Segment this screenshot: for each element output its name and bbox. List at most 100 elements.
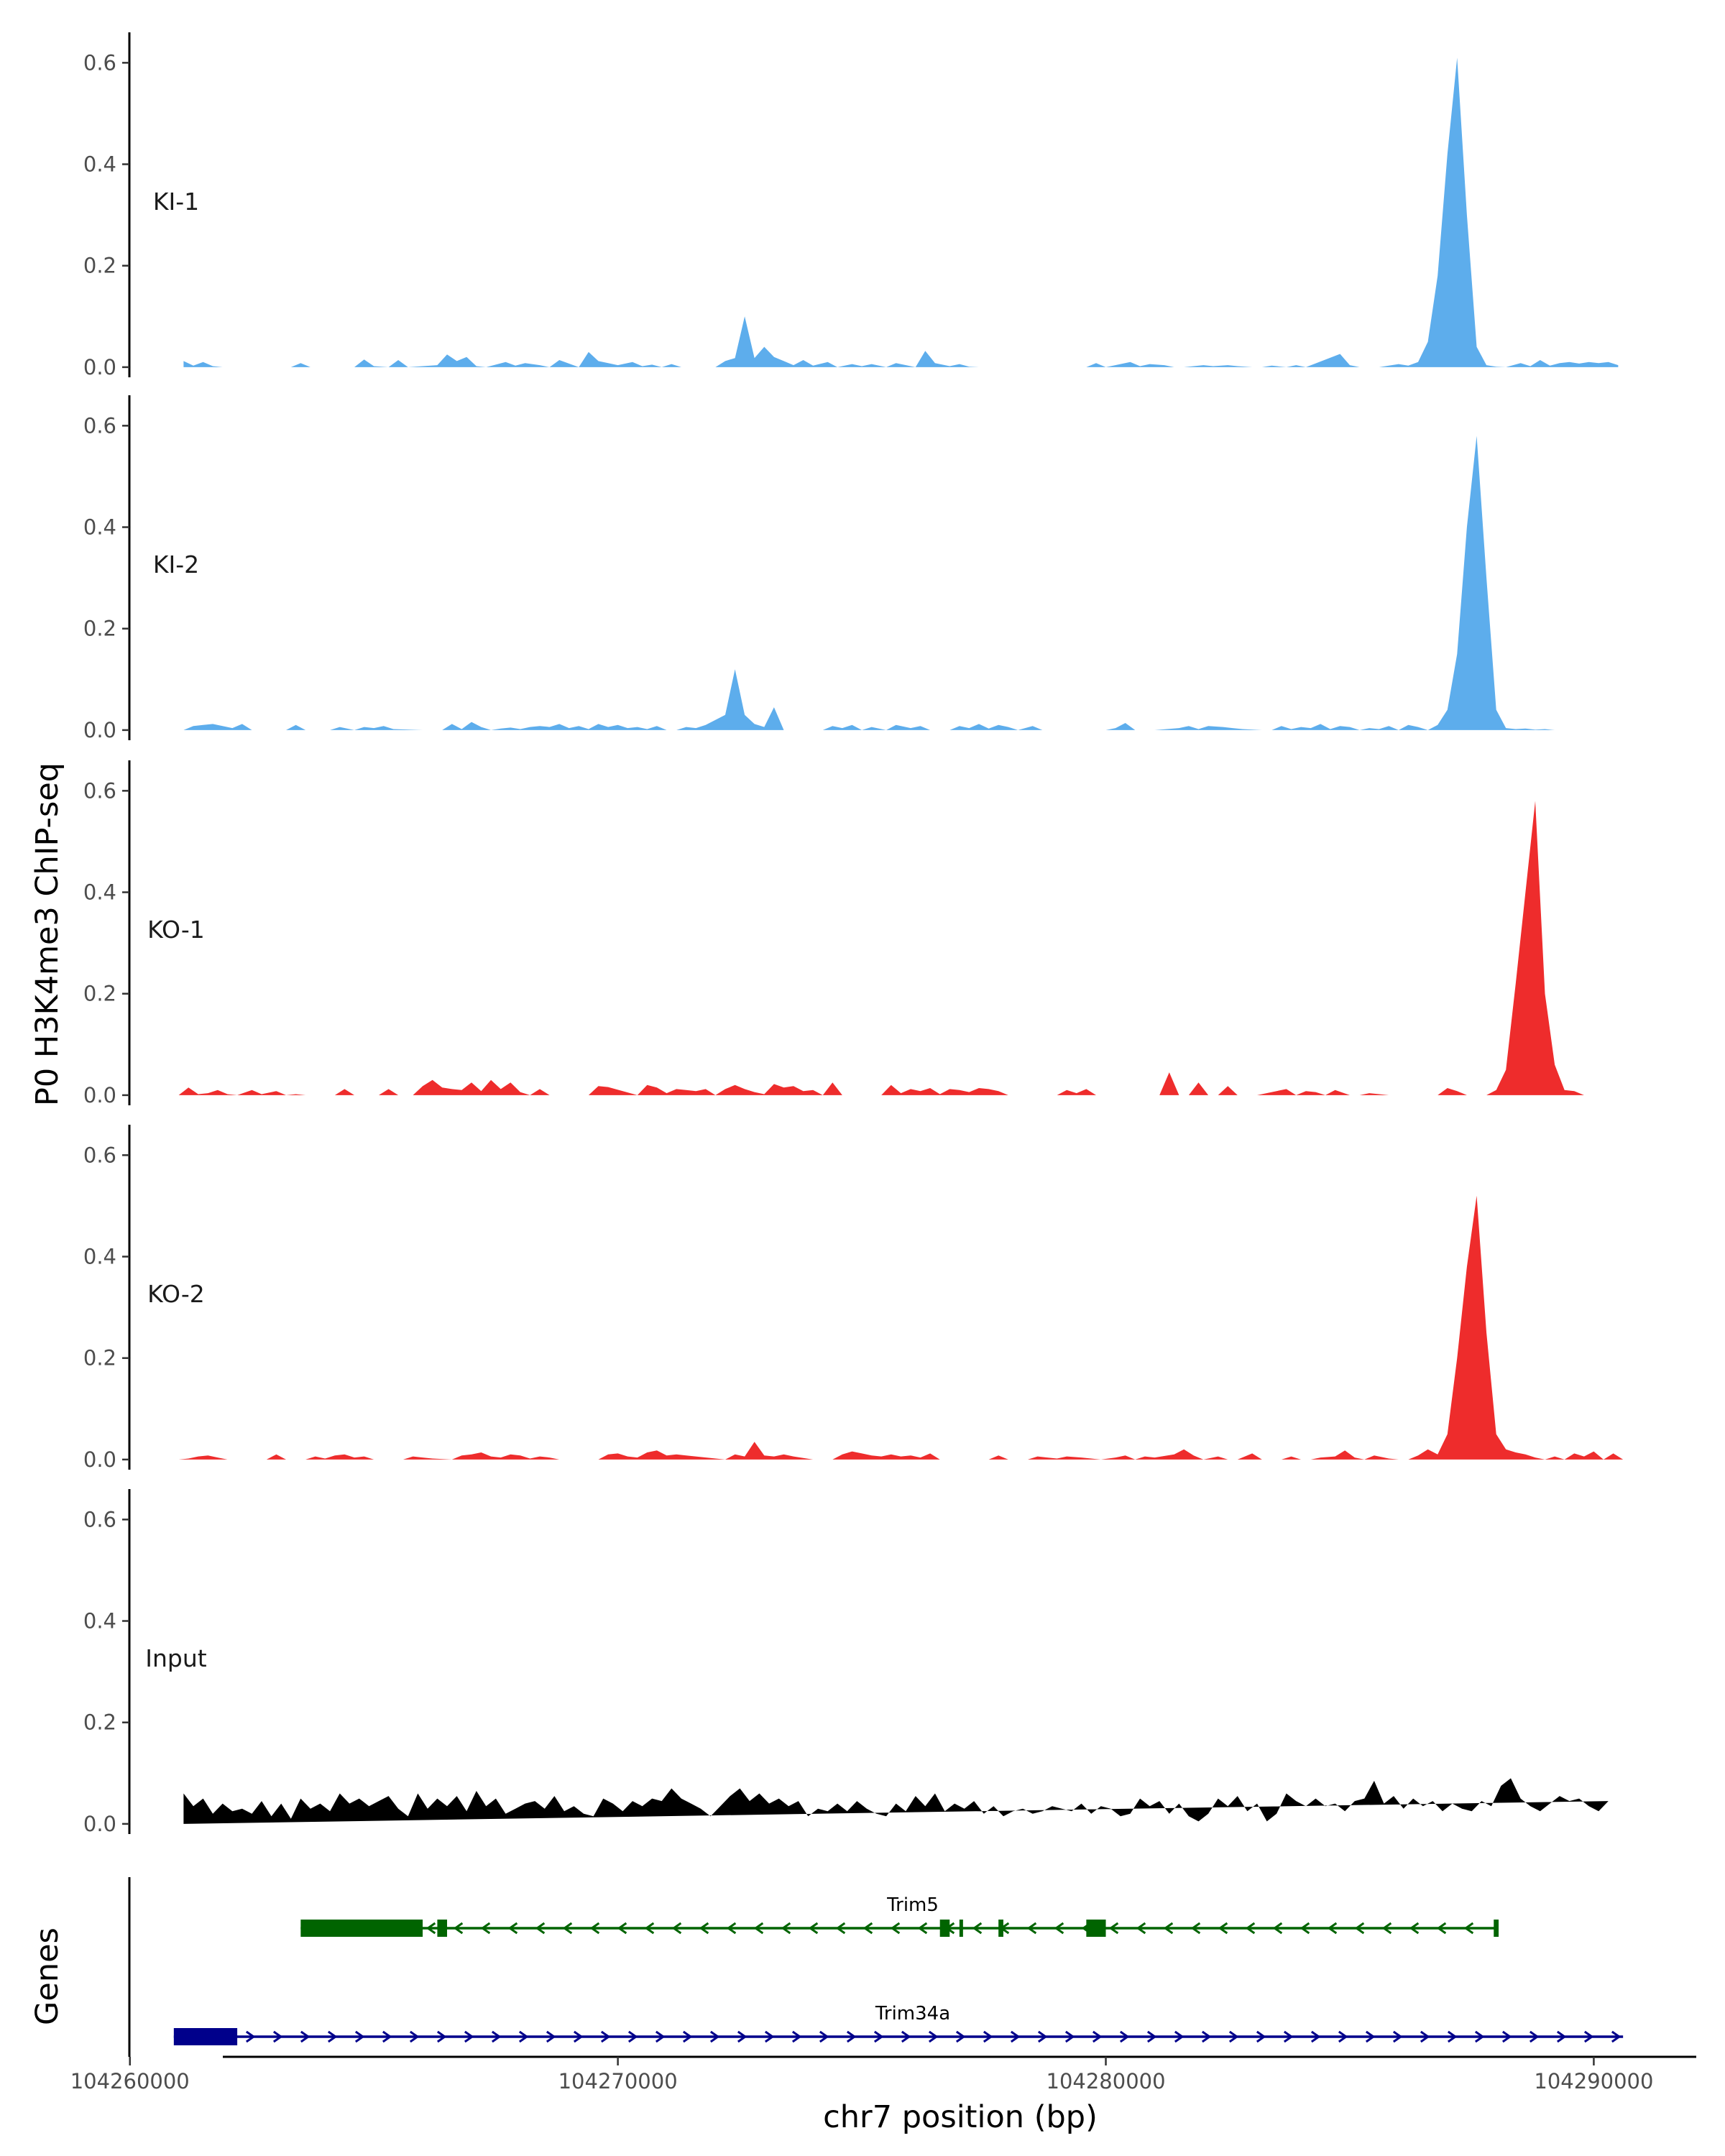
strand-arrow-icon: [272, 2030, 283, 2043]
strand-arrow-icon: [589, 1922, 600, 1935]
strand-arrow-icon: [846, 2030, 857, 2043]
track-label: KI-1: [153, 188, 199, 216]
y-tick-label: 0.6: [83, 778, 116, 803]
strand-arrow-icon: [1409, 1922, 1420, 1935]
strand-arrow-icon: [1218, 1922, 1228, 1935]
strand-arrow-icon: [354, 2030, 365, 2043]
track-label: KO-2: [147, 1280, 205, 1308]
strand-arrow-icon: [1583, 2030, 1594, 2043]
strand-arrow-icon: [655, 2030, 666, 2043]
signal-area: [183, 1778, 1609, 1824]
y-tick-label: 0.6: [83, 1143, 116, 1167]
strand-arrow-icon: [808, 1922, 819, 1935]
strand-arrow-icon: [382, 2030, 392, 2043]
y-tick-label: 0.6: [83, 1507, 116, 1531]
strand-arrow-icon: [1310, 2030, 1321, 2043]
strand-arrow-icon: [1201, 2030, 1212, 2043]
strand-arrow-icon: [507, 1922, 518, 1935]
y-tick-label: 0.6: [83, 413, 116, 438]
strand-arrow-icon: [1190, 1922, 1201, 1935]
strand-arrow-icon: [426, 1922, 436, 1935]
strand-arrow-icon: [1256, 2030, 1266, 2043]
strand-arrow-icon: [1010, 2030, 1021, 2043]
strand-arrow-icon: [1392, 2030, 1403, 2043]
track-label: KI-2: [153, 550, 199, 579]
y-tick-label: 0.6: [83, 50, 116, 75]
y-tick-label: 0.0: [83, 1083, 116, 1107]
x-tick-label: 104280000: [1046, 2069, 1166, 2093]
strand-arrow-icon: [1354, 1922, 1365, 1935]
gene-exon: [998, 1920, 1003, 1937]
y-tick-label: 0.0: [83, 718, 116, 742]
gene-exon: [173, 2028, 238, 2045]
strand-arrow-icon: [1054, 1922, 1064, 1935]
strand-arrow-icon: [1163, 1922, 1174, 1935]
strand-arrow-icon: [409, 2030, 420, 2043]
strand-arrow-icon: [737, 2030, 748, 2043]
strand-arrow-icon: [819, 2030, 829, 2043]
strand-arrow-icon: [901, 2030, 911, 2043]
y-axis-title: P0 H3K4me3 ChIP-seq: [29, 763, 65, 1106]
strand-arrow-icon: [1529, 2030, 1540, 2043]
y-tick-label: 0.0: [83, 355, 116, 379]
strand-arrow-icon: [1272, 1922, 1283, 1935]
gene-track: Trim5 Trim34a: [128, 1877, 1624, 2057]
strand-arrow-icon: [791, 2030, 802, 2043]
strand-arrow-icon: [1119, 2030, 1130, 2043]
x-axis: 104260000 104270000 104280000 104290000: [70, 2055, 1696, 2093]
strand-arrow-icon: [753, 1922, 764, 1935]
y-tick-label: 0.2: [83, 617, 116, 641]
strand-arrow-icon: [1300, 1922, 1310, 1935]
gene-exon: [1494, 1920, 1499, 1937]
strand-arrow-icon: [480, 1922, 491, 1935]
strand-arrow-icon: [562, 1922, 573, 1935]
gene-trim5: Trim5: [300, 1894, 1499, 1937]
strand-arrow-icon: [245, 2030, 256, 2043]
strand-arrow-icon: [835, 1922, 846, 1935]
strand-arrow-icon: [983, 2030, 993, 2043]
strand-arrow-icon: [1092, 2030, 1103, 2043]
strand-arrow-icon: [600, 2030, 611, 2043]
gene-exon: [939, 1920, 950, 1937]
strand-arrow-icon: [709, 2030, 720, 2043]
gene-exon: [437, 1920, 448, 1937]
y-tick-label: 0.4: [83, 515, 116, 540]
signal-tracks: 0.0 0.2 0.4 0.6 KI-1 0.0 0.2 0.4 0.6 KI-2 0.0 0.2 0.…: [83, 32, 1624, 1836]
track-input: 0.0 0.2 0.4 0.6 Input: [83, 1489, 1609, 1836]
gene-exon: [959, 1920, 963, 1937]
strand-arrow-icon: [928, 2030, 939, 2043]
strand-arrow-icon: [972, 1922, 983, 1935]
strand-arrow-icon: [1064, 2030, 1075, 2043]
strand-arrow-icon: [699, 1922, 709, 1935]
strand-arrow-icon: [300, 2030, 310, 2043]
strand-arrow-icon: [671, 1922, 682, 1935]
gene-label: Trim5: [886, 1894, 939, 1916]
y-tick-label: 0.4: [83, 152, 116, 177]
strand-arrow-icon: [573, 2030, 584, 2043]
signal-area: [183, 57, 1619, 367]
track-ki-1: 0.0 0.2 0.4 0.6 KI-1: [83, 32, 1619, 379]
y-tick-label: 0.0: [83, 1812, 116, 1836]
signal-area: [178, 1195, 1624, 1460]
strand-arrow-icon: [1026, 1922, 1037, 1935]
strand-arrow-icon: [1436, 1922, 1447, 1935]
strand-arrow-icon: [1463, 1922, 1474, 1935]
x-tick-label: 104260000: [70, 2069, 190, 2093]
y-tick-label: 0.0: [83, 1447, 116, 1472]
strand-arrow-icon: [464, 2030, 474, 2043]
y-tick-label: 0.2: [83, 1346, 116, 1370]
strand-arrow-icon: [1420, 2030, 1430, 2043]
y-tick-label: 0.2: [83, 1710, 116, 1735]
strand-arrow-icon: [890, 1922, 901, 1935]
strand-arrow-icon: [1501, 2030, 1512, 2043]
strand-arrow-icon: [1283, 2030, 1294, 2043]
strand-arrow-icon: [764, 2030, 775, 2043]
strand-arrow-icon: [1365, 2030, 1376, 2043]
strand-arrow-icon: [1474, 2030, 1485, 2043]
strand-arrow-icon: [1108, 1922, 1119, 1935]
strand-arrow-icon: [453, 1922, 464, 1935]
y-tick-label: 0.4: [83, 1245, 116, 1269]
strand-arrow-icon: [682, 2030, 693, 2043]
strand-arrow-icon: [955, 2030, 966, 2043]
